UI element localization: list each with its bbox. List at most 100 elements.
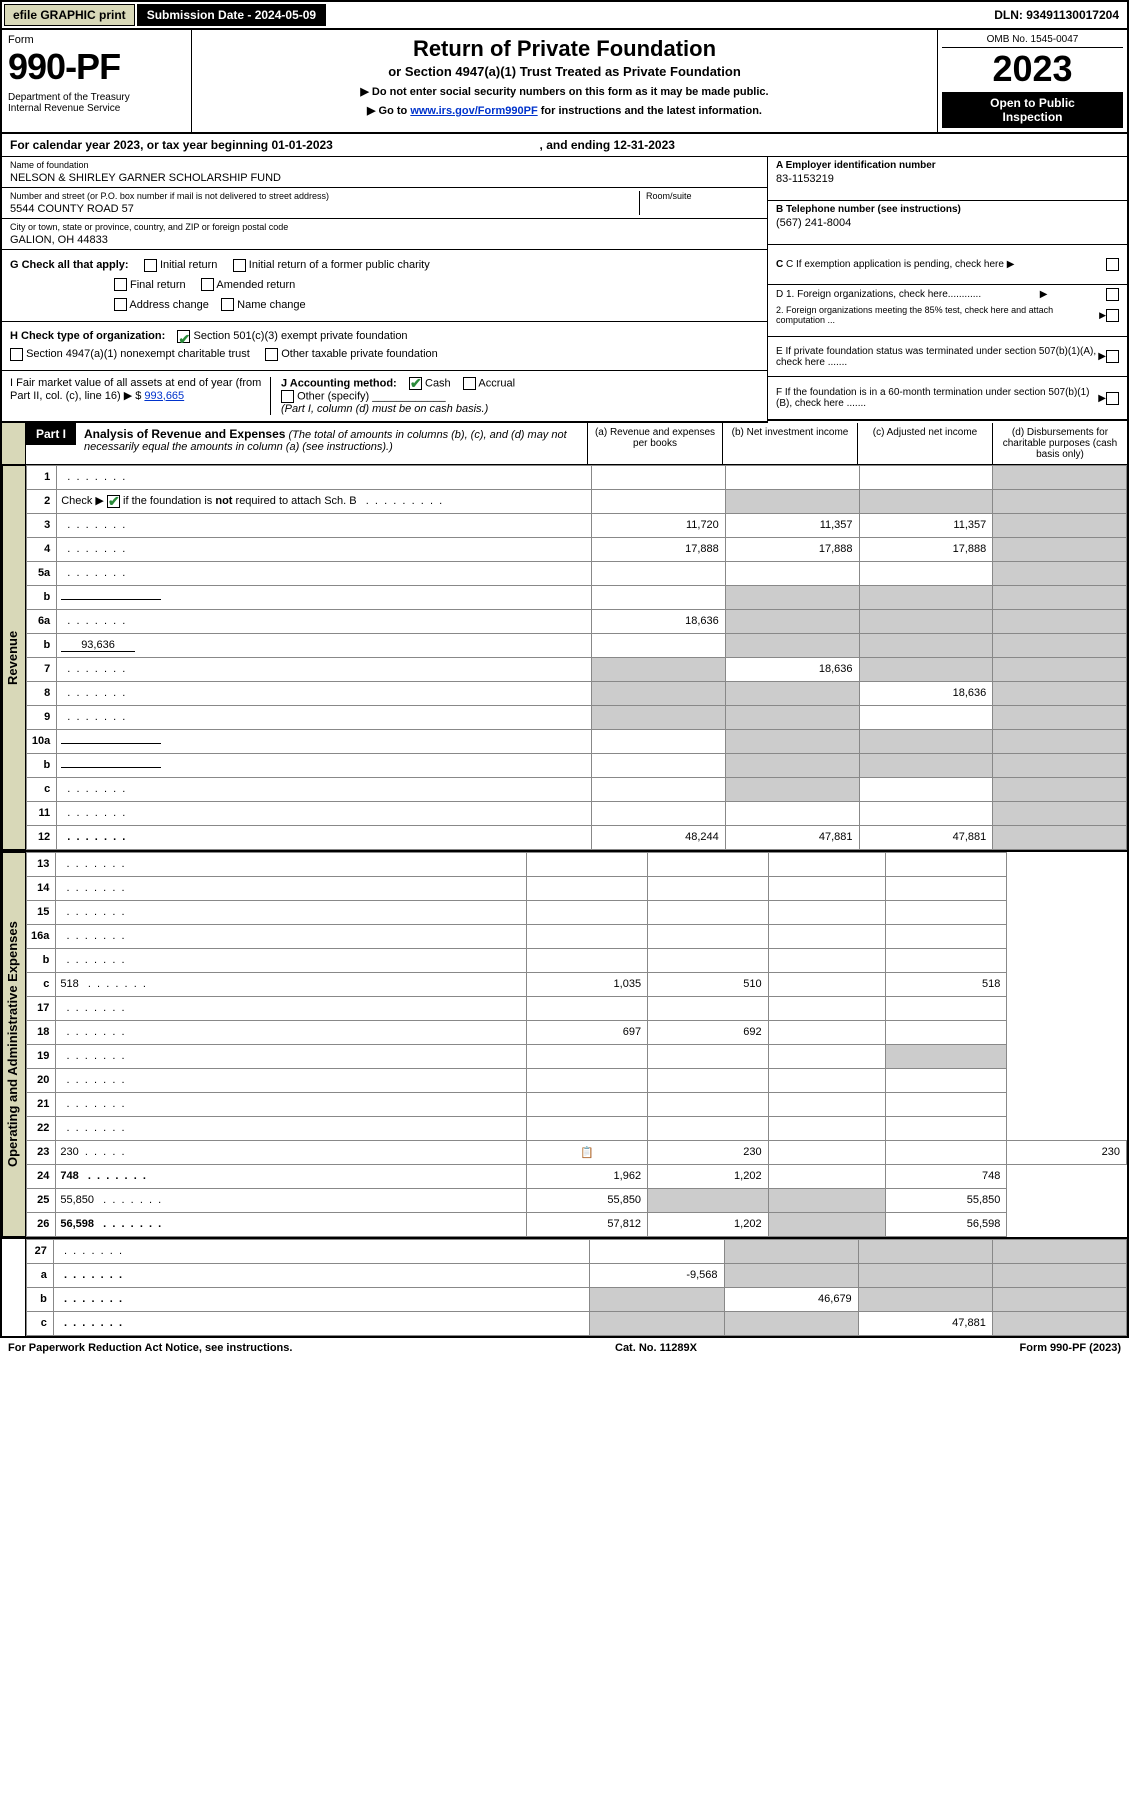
final-return-checkbox[interactable] bbox=[114, 278, 127, 291]
line-desc: . . . . . . . bbox=[53, 1263, 590, 1287]
line-desc: . . . . . . . bbox=[56, 1068, 527, 1092]
line-desc: . . . . . . . bbox=[57, 513, 592, 537]
line-number: 8 bbox=[27, 681, 57, 705]
other-method-checkbox[interactable] bbox=[281, 390, 294, 403]
col-c-value bbox=[859, 585, 993, 609]
line-desc: 56,598 . . . . . . . bbox=[56, 1212, 527, 1236]
4947a1-checkbox[interactable] bbox=[10, 348, 23, 361]
efile-print-button[interactable]: efile GRAPHIC print bbox=[4, 4, 135, 26]
col-a-value bbox=[592, 585, 726, 609]
address: 5544 COUNTY ROAD 57 bbox=[10, 203, 639, 215]
col-d-value bbox=[993, 729, 1127, 753]
line-number: 15 bbox=[27, 900, 56, 924]
col-b-value bbox=[648, 852, 769, 876]
calyear-mid: , and ending bbox=[540, 138, 614, 152]
amended-return-checkbox[interactable] bbox=[201, 278, 214, 291]
table-row: 3 . . . . . . .11,72011,35711,357 bbox=[27, 513, 1127, 537]
col-a-value bbox=[590, 1287, 724, 1311]
line27-section: 27 . . . . . . .a . . . . . . .-9,568b .… bbox=[0, 1239, 1129, 1338]
initial-former-checkbox[interactable] bbox=[233, 259, 246, 272]
60month-checkbox[interactable] bbox=[1106, 392, 1119, 405]
line-desc: . . . . . . . bbox=[57, 801, 592, 825]
page-footer: For Paperwork Reduction Act Notice, see … bbox=[0, 1338, 1129, 1358]
col-d-value bbox=[886, 1116, 1007, 1140]
terminated-checkbox[interactable] bbox=[1106, 350, 1119, 363]
line-desc: . . . . . . . bbox=[56, 948, 527, 972]
addr-label: Number and street (or P.O. box number if… bbox=[10, 191, 639, 201]
table-row: b bbox=[27, 753, 1127, 777]
fmv-value-link[interactable]: 993,665 bbox=[144, 390, 184, 402]
501c3-checkbox[interactable] bbox=[177, 330, 190, 343]
line-number: 24 bbox=[27, 1164, 56, 1188]
col-b-value bbox=[648, 1068, 769, 1092]
form-title: Return of Private Foundation bbox=[202, 36, 927, 62]
table-row: 9 . . . . . . . bbox=[27, 705, 1127, 729]
line-number: 1 bbox=[27, 465, 57, 489]
name-change-checkbox[interactable] bbox=[221, 298, 234, 311]
line-number: 23 bbox=[27, 1140, 56, 1164]
col-a-value bbox=[590, 1239, 724, 1263]
col-a-value bbox=[592, 777, 726, 801]
attachment-icon[interactable]: 📋 bbox=[526, 1140, 647, 1164]
col-d-value: 56,598 bbox=[886, 1212, 1007, 1236]
col-a-value bbox=[526, 876, 647, 900]
cash-checkbox[interactable] bbox=[409, 377, 422, 390]
other-taxable-checkbox[interactable] bbox=[265, 348, 278, 361]
line-desc: Check ▶ if the foundation is not require… bbox=[57, 489, 592, 513]
address-change-checkbox[interactable] bbox=[114, 298, 127, 311]
instr2-pre: ▶ Go to bbox=[367, 105, 410, 117]
table-row: 23230 . . . . .📋230230 bbox=[27, 1140, 1127, 1164]
col-b-value bbox=[648, 948, 769, 972]
col-c-value bbox=[768, 852, 886, 876]
col-a-header: (a) Revenue and expenses per books bbox=[587, 423, 722, 464]
col-a-value bbox=[592, 465, 726, 489]
col-c-value bbox=[859, 705, 993, 729]
col-b-value: 46,679 bbox=[724, 1287, 858, 1311]
col-b-value bbox=[725, 753, 859, 777]
col-d-value bbox=[886, 1044, 1007, 1068]
col-d-value bbox=[993, 489, 1127, 513]
col-c-value bbox=[886, 1140, 1007, 1164]
line-desc: . . . . . . . bbox=[53, 1239, 590, 1263]
col-d-value bbox=[886, 996, 1007, 1020]
col-c-value bbox=[768, 948, 886, 972]
line-desc bbox=[57, 585, 592, 609]
col-b-value bbox=[648, 1092, 769, 1116]
col-c-value bbox=[859, 465, 993, 489]
line-number: 21 bbox=[27, 1092, 56, 1116]
part-1-header: Part I Analysis of Revenue and Expenses … bbox=[0, 423, 1129, 465]
table-row: 2656,598 . . . . . . .57,8121,20256,598 bbox=[27, 1212, 1127, 1236]
table-row: 14 . . . . . . . bbox=[27, 876, 1127, 900]
col-a-value: 11,720 bbox=[592, 513, 726, 537]
line-desc: 518 . . . . . . . bbox=[56, 972, 527, 996]
col-c-value bbox=[859, 561, 993, 585]
col-d-header: (d) Disbursements for charitable purpose… bbox=[992, 423, 1127, 464]
g-opt-0: Initial return bbox=[160, 259, 217, 271]
table-row: b bbox=[27, 585, 1127, 609]
tel-label: B Telephone number (see instructions) bbox=[776, 204, 961, 215]
accrual-checkbox[interactable] bbox=[463, 377, 476, 390]
revenue-section: Revenue 1 . . . . . . .2Check ▶ if the f… bbox=[0, 465, 1129, 852]
col-a-value bbox=[592, 705, 726, 729]
col-b-value bbox=[648, 876, 769, 900]
foreign-85-checkbox[interactable] bbox=[1106, 309, 1119, 322]
form990pf-link[interactable]: www.irs.gov/Form990PF bbox=[410, 105, 537, 117]
col-b-value bbox=[648, 924, 769, 948]
g-opt-2: Final return bbox=[130, 279, 186, 291]
col-a-value bbox=[526, 1116, 647, 1140]
col-b-value bbox=[725, 585, 859, 609]
col-a-value bbox=[526, 1068, 647, 1092]
col-b-value: 47,881 bbox=[725, 825, 859, 849]
foreign-org-checkbox[interactable] bbox=[1106, 288, 1119, 301]
exemption-pending-checkbox[interactable] bbox=[1106, 258, 1119, 271]
schb-checkbox[interactable] bbox=[107, 495, 120, 508]
line-number: 26 bbox=[27, 1212, 56, 1236]
col-d-value bbox=[993, 513, 1127, 537]
col-b-value: 17,888 bbox=[725, 537, 859, 561]
line-number: 20 bbox=[27, 1068, 56, 1092]
col-d-value bbox=[886, 924, 1007, 948]
col-a-value bbox=[526, 996, 647, 1020]
revenue-side-label: Revenue bbox=[2, 465, 26, 850]
col-b-value bbox=[768, 1140, 886, 1164]
initial-return-checkbox[interactable] bbox=[144, 259, 157, 272]
